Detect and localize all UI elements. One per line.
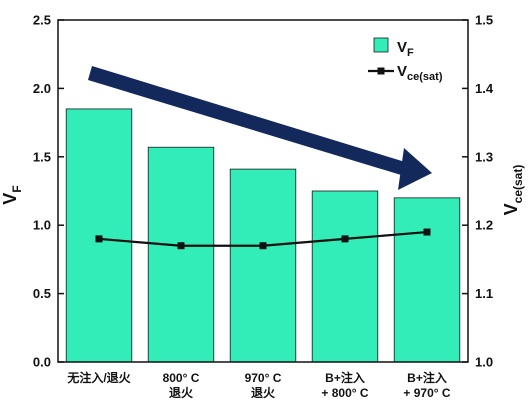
left-tick-label: 2.5 xyxy=(33,13,51,28)
bar-series xyxy=(66,109,460,362)
vce-point-2 xyxy=(178,242,185,249)
category-label: 800° C xyxy=(163,371,200,385)
bar-5 xyxy=(394,198,460,362)
right-tick-label: 1.5 xyxy=(475,13,493,28)
legend-vf-marker xyxy=(374,38,388,52)
legend-vce-marker xyxy=(378,68,385,75)
right-axis-ticks: 1.0 1.1 1.2 1.3 1.4 1.5 xyxy=(462,13,494,370)
left-tick-label: 0.5 xyxy=(33,286,51,301)
left-tick-label: 1.5 xyxy=(33,149,51,164)
bar-2 xyxy=(148,147,214,362)
category-label: B+注入 xyxy=(407,370,447,385)
right-tick-label: 1.1 xyxy=(475,286,493,301)
left-axis-label: VF xyxy=(0,185,24,204)
bar-3 xyxy=(230,169,296,362)
left-axis-ticks: 0.0 0.5 1.0 1.5 2.0 2.5 xyxy=(33,13,64,370)
right-axis-label: Vce(sat) xyxy=(501,165,525,216)
vce-point-5 xyxy=(424,229,431,236)
trend-arrow-head xyxy=(398,148,432,190)
left-tick-label: 2.0 xyxy=(33,81,51,96)
category-label: + 800° C xyxy=(321,386,368,400)
category-label: B+注入 xyxy=(325,370,365,385)
legend: VF Vce(sat) xyxy=(368,38,443,83)
left-tick-label: 0.0 xyxy=(33,355,51,370)
legend-vce-label: Vce(sat) xyxy=(397,63,443,83)
vce-point-3 xyxy=(260,242,267,249)
category-label: 无注入/退火 xyxy=(66,370,131,385)
category-label: 970° C xyxy=(245,371,282,385)
right-tick-label: 1.0 xyxy=(475,355,493,370)
vce-point-1 xyxy=(96,235,103,242)
category-label: 退火 xyxy=(169,386,194,400)
trend-arrow-shaft xyxy=(88,66,415,178)
right-tick-label: 1.3 xyxy=(475,149,493,164)
bar-4 xyxy=(312,191,378,362)
category-label: + 970° C xyxy=(403,386,450,400)
right-tick-label: 1.2 xyxy=(475,218,493,233)
vce-point-4 xyxy=(342,235,349,242)
right-tick-label: 1.4 xyxy=(475,81,494,96)
legend-vf-label: VF xyxy=(397,39,414,59)
left-tick-label: 1.0 xyxy=(33,218,51,233)
category-label: 退火 xyxy=(251,386,276,400)
